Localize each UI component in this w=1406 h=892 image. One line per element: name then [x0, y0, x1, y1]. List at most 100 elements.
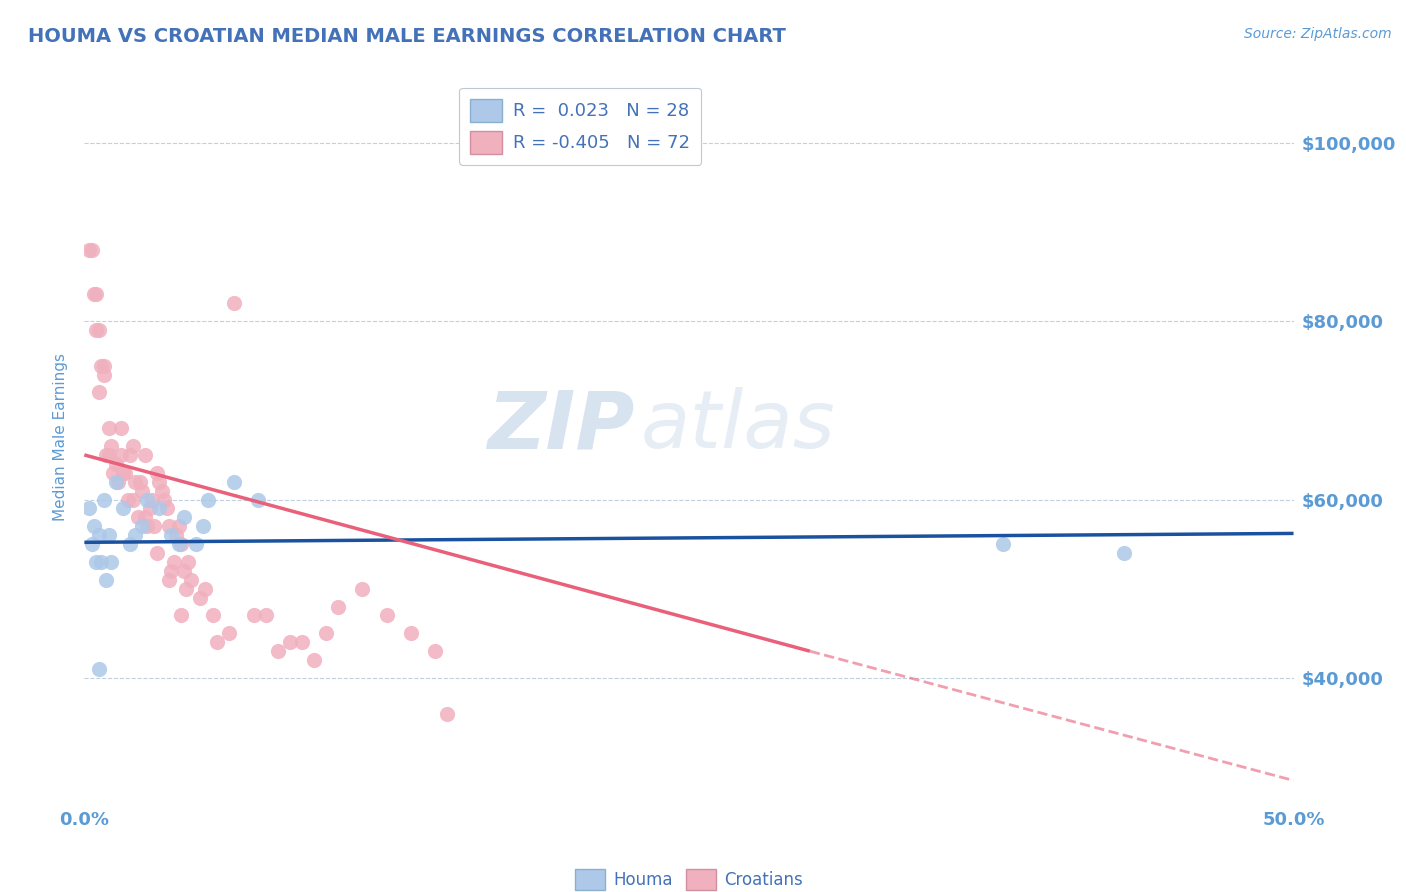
Point: [94, 573, 117, 587]
Point: [167, 519, 190, 533]
Point: [100, 439, 122, 453]
Point: [146, 546, 169, 560]
Point: [141, 492, 163, 507]
Point: [86, 555, 108, 569]
Point: [993, 537, 1015, 551]
Point: [112, 466, 135, 480]
Point: [224, 475, 246, 489]
Point: [328, 599, 350, 614]
Point: [143, 519, 166, 533]
Point: [97, 448, 120, 462]
Point: [160, 564, 183, 578]
Point: [247, 492, 270, 507]
Point: [302, 653, 325, 667]
Point: [93, 368, 115, 382]
Point: [242, 608, 264, 623]
Point: [107, 475, 129, 489]
Point: [180, 573, 202, 587]
Point: [278, 635, 301, 649]
Point: [194, 582, 217, 596]
Point: [103, 466, 125, 480]
Point: [87, 528, 110, 542]
Point: [352, 582, 374, 596]
Point: [131, 519, 153, 533]
Point: [173, 564, 195, 578]
Point: [112, 501, 135, 516]
Point: [157, 573, 180, 587]
Point: [157, 519, 180, 533]
Point: [315, 626, 337, 640]
Point: [93, 492, 115, 507]
Point: [134, 510, 156, 524]
Point: [177, 555, 200, 569]
Point: [121, 492, 143, 507]
Point: [136, 519, 159, 533]
Point: [97, 528, 120, 542]
Text: atlas: atlas: [641, 387, 835, 465]
Point: [138, 501, 160, 516]
Point: [148, 475, 170, 489]
Point: [146, 466, 169, 480]
Y-axis label: Median Male Earnings: Median Male Earnings: [53, 353, 69, 521]
Point: [267, 644, 290, 658]
Point: [191, 519, 214, 533]
Point: [173, 510, 195, 524]
Point: [87, 662, 110, 676]
Text: Source: ZipAtlas.com: Source: ZipAtlas.com: [1244, 27, 1392, 41]
Point: [80, 537, 103, 551]
Point: [148, 501, 170, 516]
Point: [127, 510, 149, 524]
Point: [150, 483, 173, 498]
Point: [104, 475, 127, 489]
Point: [155, 501, 177, 516]
Point: [83, 519, 105, 533]
Point: [207, 635, 229, 649]
Point: [94, 448, 117, 462]
Point: [110, 448, 132, 462]
Point: [100, 555, 122, 569]
Point: [120, 448, 142, 462]
Point: [190, 591, 212, 605]
Point: [423, 644, 446, 658]
Point: [375, 608, 398, 623]
Point: [97, 421, 120, 435]
Point: [153, 492, 176, 507]
Point: [201, 608, 224, 623]
Point: [163, 555, 186, 569]
Point: [399, 626, 422, 640]
Legend: Houma, Croatians: Houma, Croatians: [568, 863, 810, 892]
Point: [86, 323, 108, 337]
Point: [87, 323, 110, 337]
Point: [131, 483, 153, 498]
Point: [160, 528, 183, 542]
Point: [77, 243, 100, 257]
Point: [167, 537, 190, 551]
Point: [77, 501, 100, 516]
Point: [90, 555, 112, 569]
Text: HOUMA VS CROATIAN MEDIAN MALE EARNINGS CORRELATION CHART: HOUMA VS CROATIAN MEDIAN MALE EARNINGS C…: [28, 27, 786, 45]
Point: [184, 537, 207, 551]
Point: [87, 385, 110, 400]
Point: [170, 608, 193, 623]
Point: [254, 608, 277, 623]
Point: [80, 243, 103, 257]
Point: [104, 457, 127, 471]
Point: [90, 359, 112, 373]
Point: [170, 537, 193, 551]
Text: ZIP: ZIP: [486, 387, 634, 465]
Point: [218, 626, 240, 640]
Point: [197, 492, 219, 507]
Point: [120, 537, 142, 551]
Point: [117, 492, 139, 507]
Point: [136, 492, 159, 507]
Point: [93, 359, 115, 373]
Point: [224, 296, 246, 310]
Point: [134, 448, 156, 462]
Point: [86, 287, 108, 301]
Point: [436, 706, 458, 721]
Point: [124, 528, 146, 542]
Point: [83, 287, 105, 301]
Point: [1114, 546, 1136, 560]
Point: [110, 421, 132, 435]
Point: [291, 635, 314, 649]
